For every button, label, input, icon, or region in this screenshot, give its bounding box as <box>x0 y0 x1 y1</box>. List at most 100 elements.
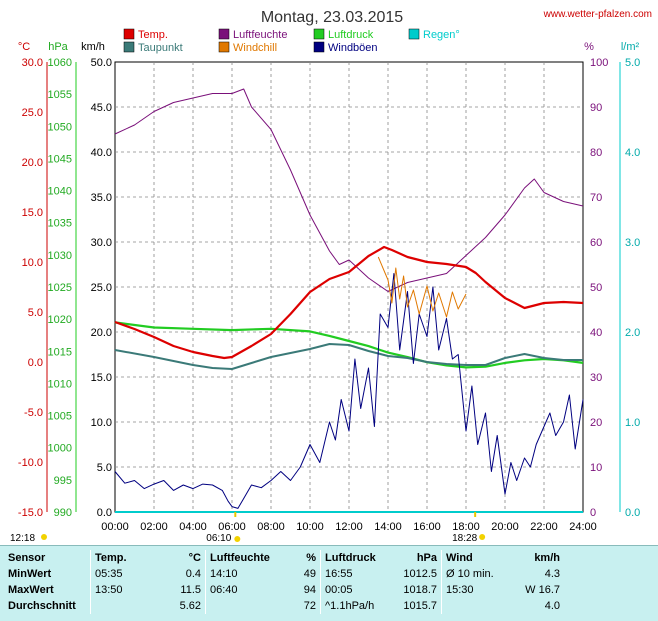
tick-label-humidity: 70 <box>590 192 602 204</box>
stats-cell: 00:05 <box>320 582 391 598</box>
tick-label-wind: 40.0 <box>91 147 112 159</box>
tick-label-wind: 5.0 <box>97 462 112 474</box>
tick-label-pressure: 1005 <box>48 411 72 423</box>
stats-cell <box>441 598 512 614</box>
series-line-pressure <box>114 321 584 369</box>
legend-label-gust: Windböen <box>328 42 378 54</box>
stats-row-label: MaxWert <box>8 584 54 596</box>
x-tick-label: 08:00 <box>257 521 285 533</box>
tick-label-temp: 5.0 <box>28 307 43 319</box>
tick-label-wind: 45.0 <box>91 102 112 114</box>
unit-label-rain: l/m² <box>621 41 640 53</box>
x-tick-label: 04:00 <box>179 521 207 533</box>
tick-label-humidity: 90 <box>590 102 602 114</box>
stats-cell: 16:55 <box>320 566 391 582</box>
tick-label-humidity: 10 <box>590 462 602 474</box>
x-tick-label: 06:00 <box>218 521 246 533</box>
legend-swatch-temp <box>123 28 135 40</box>
stats-cell: W 16.7 <box>525 584 560 596</box>
stats-cell: 4.0 <box>544 600 560 612</box>
tick-label-temp: 0.0 <box>28 357 43 369</box>
stats-table: Sensor Temp. °C Luftfeuchte % Luftdruck … <box>4 550 564 614</box>
tick-label-rain: 3.0 <box>625 237 640 249</box>
legend-label-temp: Temp. <box>138 29 168 41</box>
stats-row-avg: Durchschnitt 5.62 72 ^1.1hPa/h 1015.7 4.… <box>4 598 564 614</box>
stats-header-temp: Temp. <box>90 550 157 566</box>
tick-label-rain: 0.0 <box>625 507 640 519</box>
tick-label-pressure: 1050 <box>48 121 72 133</box>
legend-swatch-windchill <box>218 41 230 53</box>
stats-cell: 49 <box>303 568 316 580</box>
tick-label-pressure: 1015 <box>48 346 72 358</box>
tick-label-rain: 4.0 <box>625 147 640 159</box>
legend-label-pressure: Luftdruck <box>328 29 374 41</box>
stats-row-min: MinWert 05:35 0.4 14:10 49 16:55 1012.5 … <box>4 566 564 582</box>
legend-swatch-humidity <box>218 28 230 40</box>
stats-header-temp-unit: °C <box>188 552 201 564</box>
legend-swatch-gust <box>313 41 325 53</box>
stats-cell: 05:35 <box>90 566 157 582</box>
x-tick-label: 20:00 <box>491 521 519 533</box>
sun-markers: 06:10 18:28 12:18 <box>10 512 486 544</box>
unit-label-pressure: hPa <box>48 41 68 53</box>
stats-header-sensor: Sensor <box>8 552 46 564</box>
stats-cell: 4.3 <box>544 568 560 580</box>
tick-label-temp: -15.0 <box>18 507 43 519</box>
stats-cell: 11.5 <box>180 584 201 596</box>
series-line-temp <box>114 245 584 360</box>
x-tick-label: 24:00 <box>569 521 597 533</box>
x-tick-label: 10:00 <box>296 521 324 533</box>
tick-label-rain: 1.0 <box>625 417 640 429</box>
tick-label-pressure: 990 <box>54 507 72 519</box>
tick-label-humidity: 30 <box>590 372 602 384</box>
tick-label-temp: -5.0 <box>24 407 43 419</box>
legend-label-rain: Regen° <box>423 29 460 41</box>
stats-row-max: MaxWert 13:50 11.5 06:40 94 00:05 1018.7… <box>4 582 564 598</box>
tick-label-humidity: 80 <box>590 147 602 159</box>
tick-label-rain: 5.0 <box>625 57 640 69</box>
tick-label-temp: 15.0 <box>22 207 43 219</box>
stats-header-press-unit: hPa <box>416 552 437 564</box>
sunset-time: 18:28 <box>452 533 477 544</box>
stats-cell: 1012.5 <box>403 568 437 580</box>
legend-label-dewpoint: Taupunkt <box>138 42 183 54</box>
tick-label-pressure: 1035 <box>48 218 72 230</box>
x-axis-ticks: 00:00 02:00 04:00 06:00 08:00 10:00 12:00 14:00… <box>101 521 597 533</box>
tick-label-pressure: 1020 <box>48 314 72 326</box>
tick-label-wind: 20.0 <box>91 327 112 339</box>
x-tick-label: 16:00 <box>413 521 441 533</box>
series-line-gust <box>114 273 584 509</box>
tick-label-temp: -10.0 <box>18 457 43 469</box>
legend-swatch-rain <box>408 28 420 40</box>
stats-row-label: MinWert <box>8 568 52 580</box>
legend-label-humidity: Luftfeuchte <box>233 29 287 41</box>
stats-header-hum-unit: % <box>306 552 316 564</box>
sunrise-icon <box>234 536 241 542</box>
stats-row-label: Durchschnitt <box>8 600 76 612</box>
stats-header-wind: Wind <box>441 550 512 566</box>
unit-label-temp: °C <box>18 41 30 53</box>
unit-label-wind: km/h <box>81 41 105 53</box>
stats-cell: 14:10 <box>205 566 290 582</box>
stats-header-press: Luftdruck <box>320 550 391 566</box>
tick-label-pressure: 1000 <box>48 443 72 455</box>
legend-swatch-dewpoint <box>123 41 135 53</box>
series-line-dewpoint <box>114 343 583 370</box>
tick-label-pressure: 995 <box>54 475 72 487</box>
tick-label-wind: 10.0 <box>91 417 112 429</box>
x-tick-label: 22:00 <box>530 521 558 533</box>
tick-label-wind: 30.0 <box>91 237 112 249</box>
stats-cell: 15:30 <box>441 582 512 598</box>
stats-panel: Sensor Temp. °C Luftfeuchte % Luftdruck … <box>0 545 658 621</box>
stats-cell: 0.4 <box>185 568 201 580</box>
axes: 30.0 25.0 20.0 15.0 10.0 5.0 0.0 -5.0 -10.0 -15.0… <box>18 57 640 519</box>
sunrise-time: 06:10 <box>206 533 231 544</box>
tick-label-humidity: 0 <box>590 507 596 519</box>
tick-label-humidity: 40 <box>590 327 602 339</box>
axis-units: °C hPa km/h% l/m² <box>18 41 640 53</box>
stats-cell: 13:50 <box>90 582 157 598</box>
tick-label-temp: 20.0 <box>22 157 43 169</box>
site-link[interactable]: www.wetter-pfalzen.com <box>543 9 652 20</box>
stats-header-wind-unit: km/h <box>534 552 560 564</box>
tick-label-pressure: 1010 <box>48 378 72 390</box>
